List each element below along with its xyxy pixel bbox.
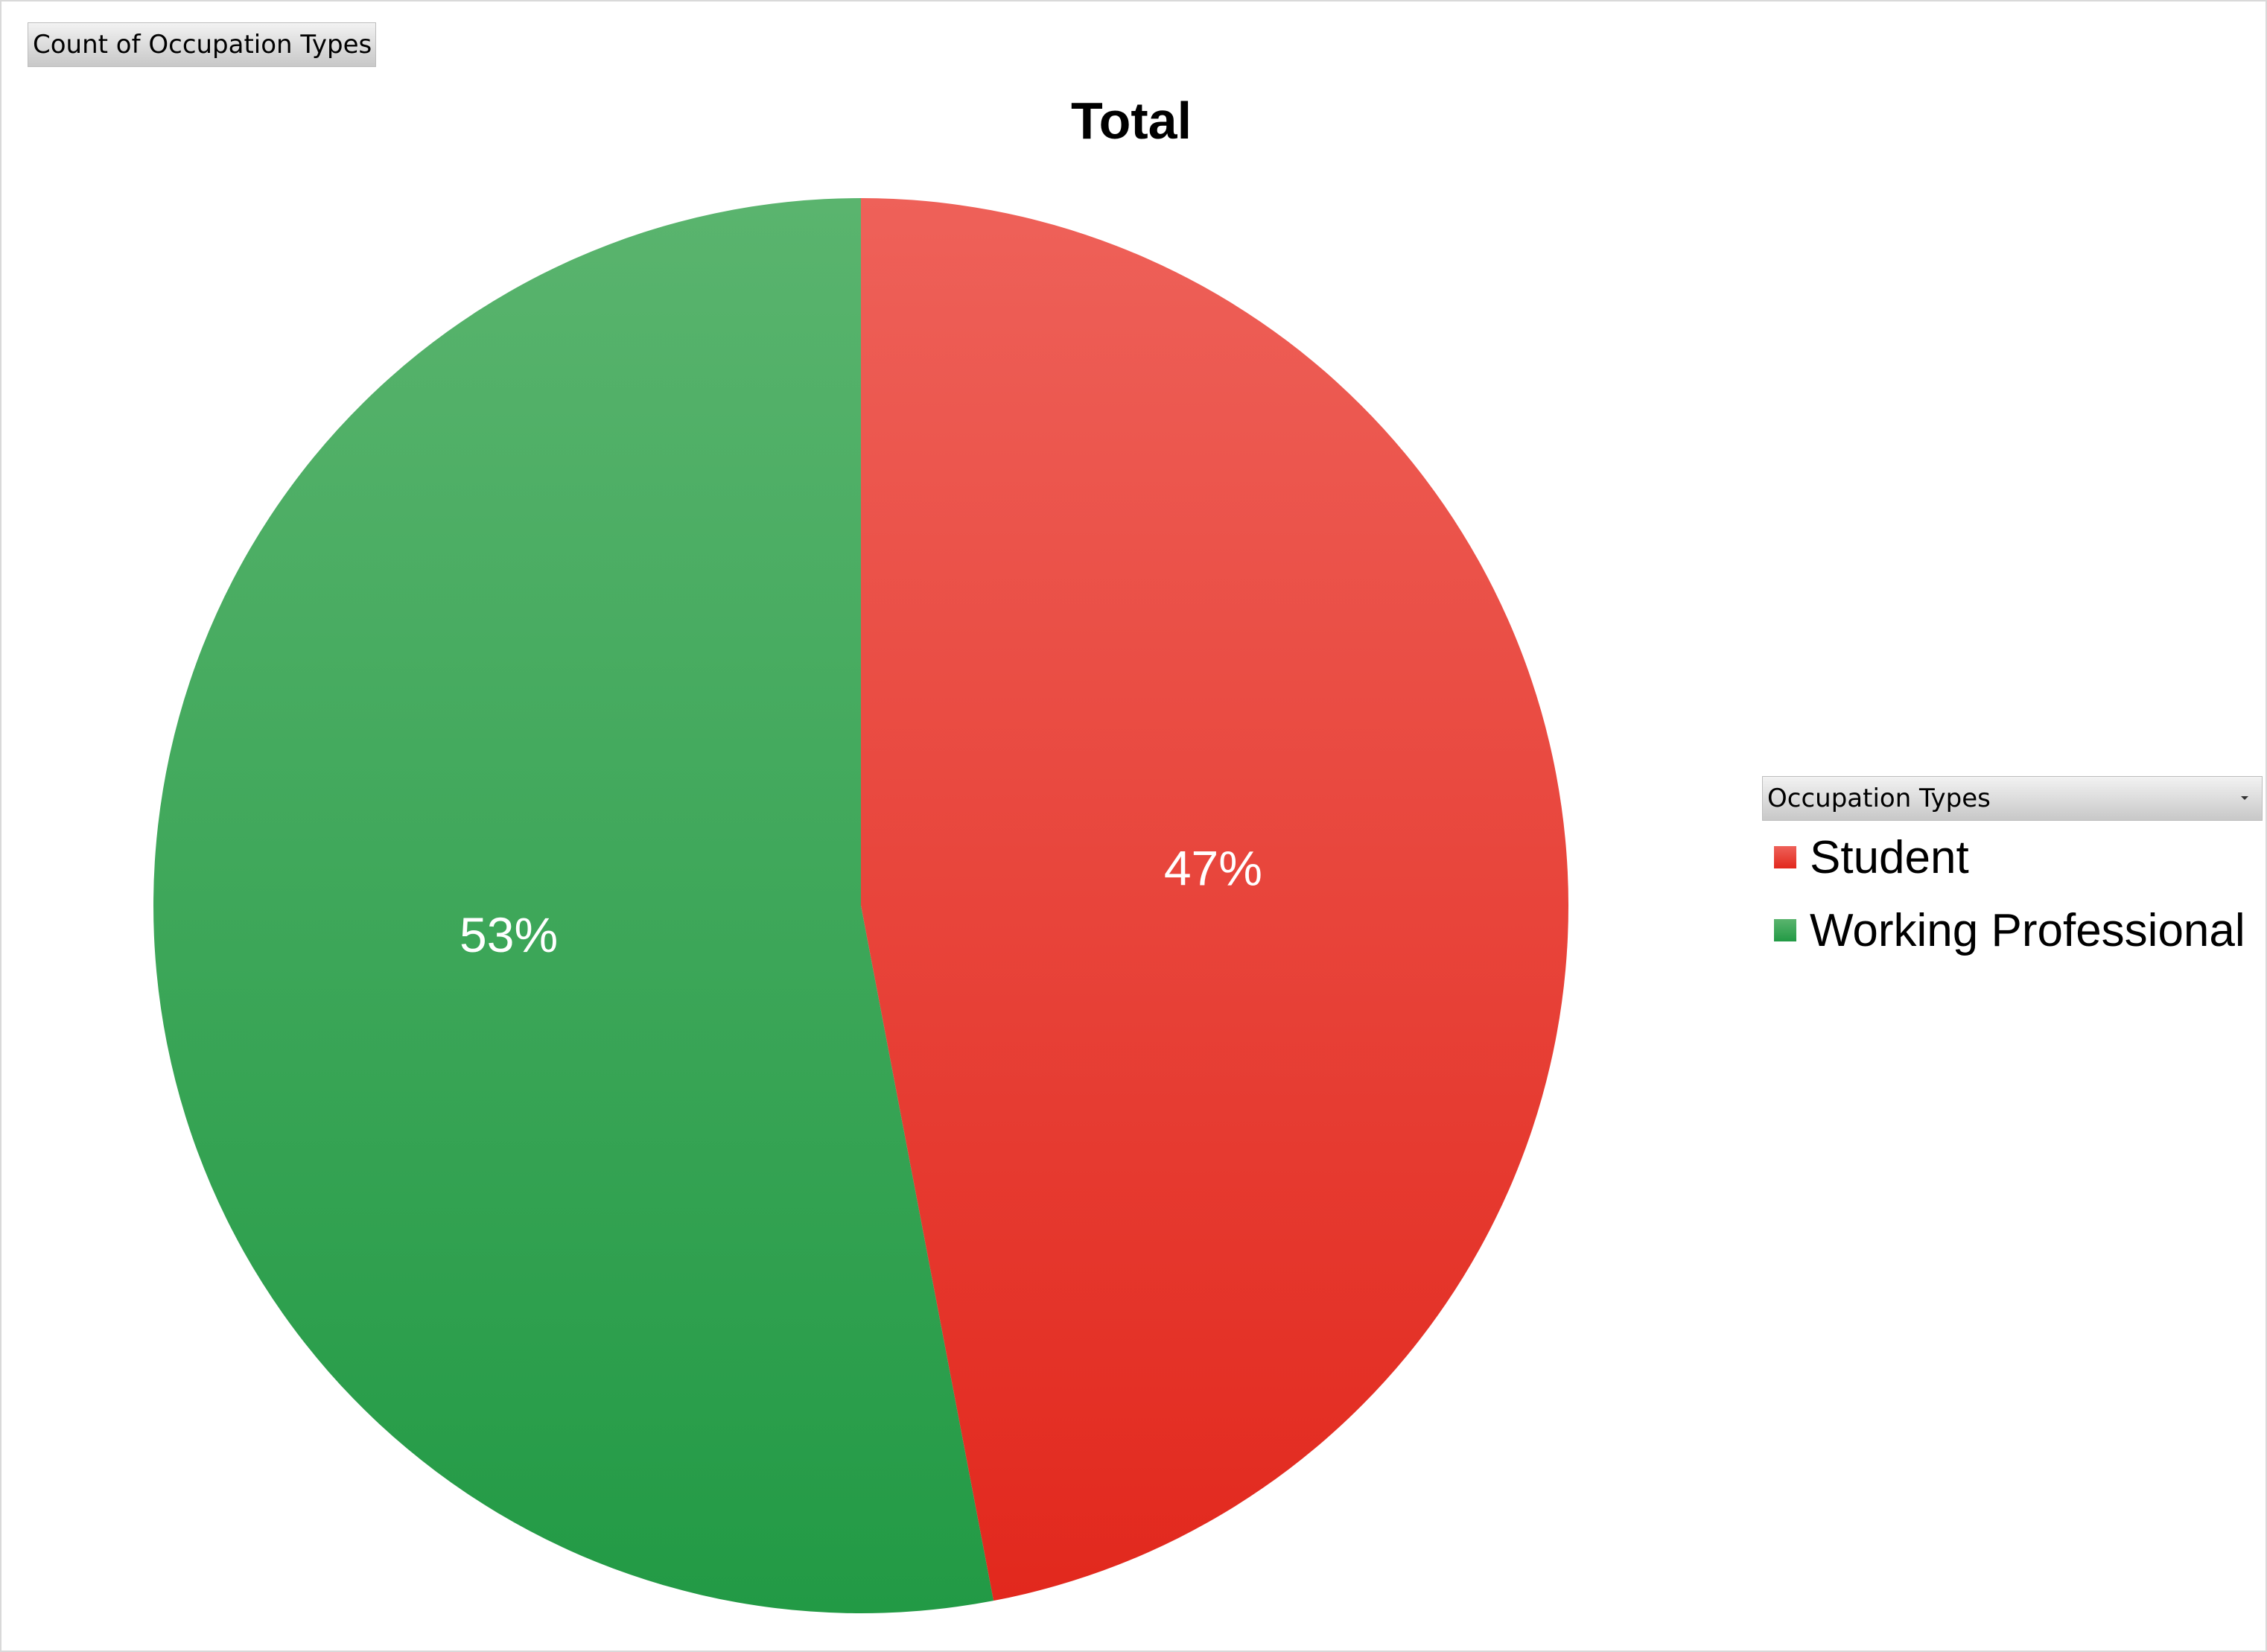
value-field-button[interactable]: Count of Occupation Types <box>28 22 376 67</box>
dropdown-arrow-icon[interactable] <box>2241 796 2248 800</box>
legend-item-working-professional[interactable]: Working Professional <box>1774 904 2245 956</box>
pie-slice-working-professional[interactable] <box>153 198 994 1613</box>
data-label-working-professional: 53% <box>460 907 558 962</box>
legend-label-working-professional: Working Professional <box>1810 904 2245 956</box>
legend-swatch-working-professional <box>1774 919 1796 941</box>
legend-item-student[interactable]: Student <box>1774 831 1969 883</box>
chart-title: Total <box>1071 92 1192 150</box>
data-label-student: 47% <box>1164 841 1262 896</box>
legend-label-student: Student <box>1810 831 1969 883</box>
legend-swatch-student <box>1774 846 1796 868</box>
legend-field-button[interactable]: Occupation Types <box>1762 776 2263 821</box>
pie-slice-student[interactable] <box>861 198 1568 1601</box>
legend-field-label: Occupation Types <box>1767 784 1991 813</box>
value-field-label: Count of Occupation Types <box>33 30 372 60</box>
